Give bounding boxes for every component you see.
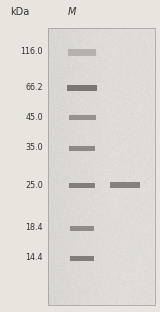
- Text: 45.0: 45.0: [25, 113, 43, 121]
- Text: kDa: kDa: [10, 7, 30, 17]
- Text: 25.0: 25.0: [25, 181, 43, 189]
- Bar: [68, 115, 96, 119]
- Text: 116.0: 116.0: [20, 47, 43, 56]
- Bar: [70, 226, 94, 231]
- Bar: [48, 28, 155, 305]
- Text: 35.0: 35.0: [25, 144, 43, 153]
- Bar: [69, 145, 95, 150]
- Bar: [67, 85, 97, 91]
- Bar: [70, 256, 94, 261]
- Text: 66.2: 66.2: [25, 84, 43, 92]
- Bar: [110, 182, 140, 188]
- Bar: [68, 48, 96, 56]
- Text: 18.4: 18.4: [25, 223, 43, 232]
- Bar: [69, 183, 95, 188]
- Text: M: M: [68, 7, 76, 17]
- Text: 14.4: 14.4: [25, 253, 43, 262]
